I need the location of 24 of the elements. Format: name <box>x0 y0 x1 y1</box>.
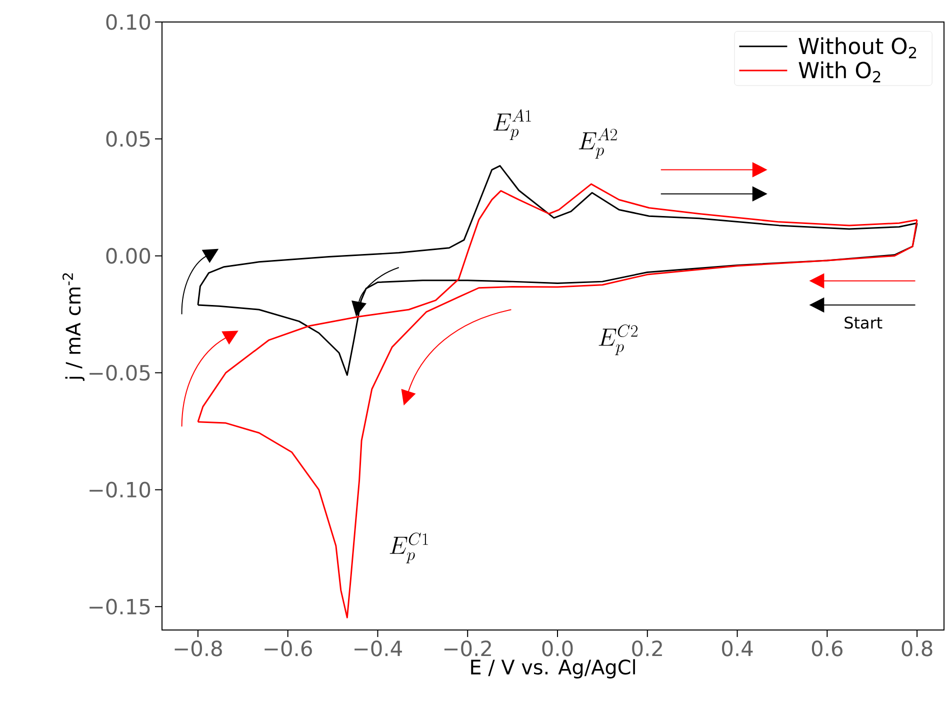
x-tick-label: −0.6 <box>264 640 312 656</box>
x-tick-label: −0.2 <box>444 640 491 656</box>
y-tick-label: −0.05 <box>90 364 150 381</box>
x-tick-label: 0.0 <box>542 640 573 656</box>
y-tick-label: 0.05 <box>106 131 150 147</box>
annotation: $E_p^{A2}$ <box>578 128 617 159</box>
x-tick-label: 0.2 <box>632 640 662 656</box>
y-tick-label: −0.10 <box>90 482 150 498</box>
x-tick-label: −0.4 <box>354 640 402 656</box>
y-tick-label: 0.00 <box>106 248 150 264</box>
y-tick-label: 0.10 <box>106 14 150 30</box>
annotation: Start <box>844 316 882 329</box>
x-tick-label: 0.4 <box>722 640 753 656</box>
x-tick-label: 0.6 <box>812 640 842 656</box>
annotation: $E_p^{C2}$ <box>598 324 638 356</box>
x-tick-label: 0.8 <box>902 640 932 656</box>
x-tick-label: −0.8 <box>174 640 222 656</box>
y-tick-label: −0.15 <box>90 598 150 615</box>
x-axis-title: E / V vs. Ag/AgCl <box>471 659 635 678</box>
annotation: $E_p^{C1}$ <box>390 532 428 564</box>
y-axis-title: j / mA cm$^{-2}$ <box>62 273 85 381</box>
legend-label: With O$_{2}$ <box>798 61 880 82</box>
annotation: $E_p^{A1}$ <box>493 109 531 140</box>
legend-label: Without O$_{2}$ <box>798 37 916 58</box>
